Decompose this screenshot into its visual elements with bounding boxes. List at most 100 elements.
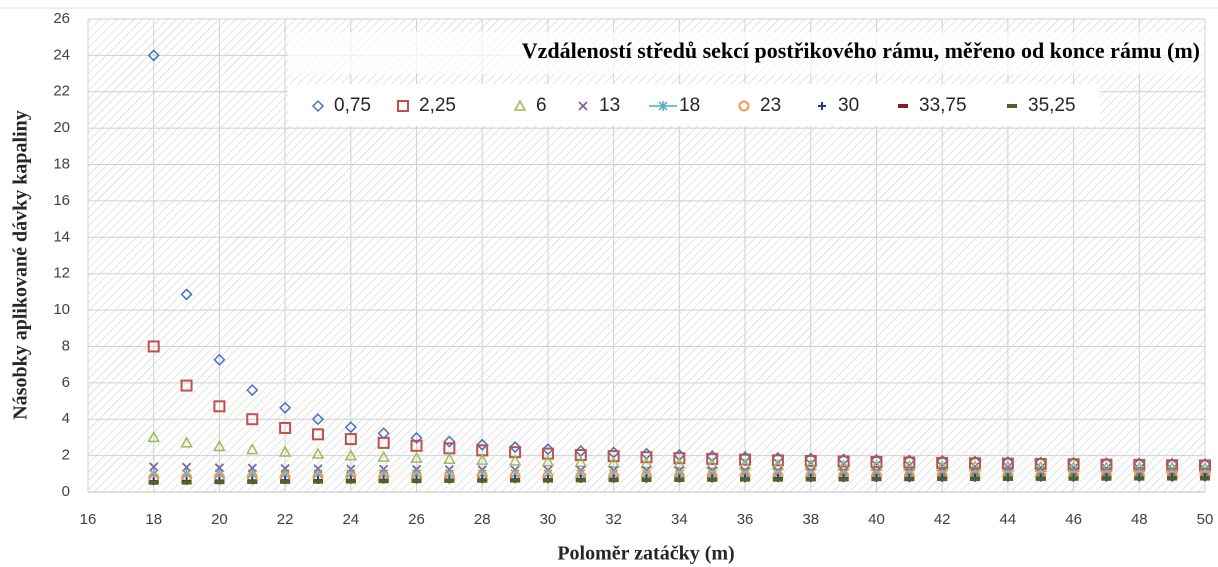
marker [1100,457,1113,470]
marker [180,436,193,448]
marker [658,101,668,111]
marker [181,462,192,472]
marker [214,480,225,485]
legend-label: 30 [838,95,859,116]
marker [805,477,816,482]
marker [706,452,719,465]
marker [378,479,389,484]
marker [804,454,817,467]
x-tick-label: 22 [277,511,294,528]
marker [740,477,751,482]
legend-label: 6 [536,95,547,116]
marker [1002,476,1013,481]
marker [607,456,620,468]
x-tick-label: 48 [1131,511,1148,528]
x-tick-label: 36 [737,511,754,528]
x-tick-label: 32 [605,511,622,528]
y-tick-label: 24 [53,46,70,63]
marker [541,447,554,460]
marker [246,384,259,397]
legend-label: 0,75 [334,95,371,116]
marker [475,453,489,465]
legend-label: 33,75 [919,95,967,116]
marker [213,439,226,452]
marker [410,431,423,445]
x-tick-label: 46 [1065,511,1082,528]
marker [311,447,325,459]
marker [345,479,356,484]
y-tick-label: 14 [53,228,70,245]
marker [377,450,390,462]
marker [871,477,882,482]
marker [397,100,409,112]
marker [936,456,949,469]
marker [1001,457,1014,470]
y-tick-label: 18 [53,156,70,173]
marker [898,104,908,108]
x-axis-title: Poloměr zatáčky (m) [557,543,734,565]
marker [508,454,522,466]
y-tick-label: 12 [53,265,70,282]
marker [578,101,588,111]
marker [707,477,718,482]
marker [444,478,455,483]
marker [904,477,915,482]
y-tick-label: 16 [53,192,70,209]
marker [180,288,193,301]
marker [477,478,488,483]
marker [280,479,291,484]
marker [818,102,826,110]
marker [1001,456,1014,469]
y-tick-label: 26 [53,10,70,27]
marker [738,100,750,112]
x-tick-label: 26 [408,511,425,528]
marker [772,477,783,482]
x-tick-label: 40 [868,511,885,528]
marker [246,413,259,426]
marker [311,428,324,441]
marker [476,438,489,451]
marker [147,49,160,62]
y-tick-label: 0 [62,483,70,500]
marker [673,457,686,469]
marker [311,413,325,426]
x-tick-label: 16 [80,511,97,528]
marker [410,451,423,463]
y-axis-title: Násobky aplikované dávky kapaliny [10,110,32,420]
y-tick-label: 10 [53,301,70,318]
marker [1167,476,1178,481]
x-tick-label: 28 [474,511,491,528]
marker [510,478,521,483]
marker [608,478,619,483]
x-tick-label: 42 [934,511,951,528]
x-tick-label: 20 [211,511,228,528]
marker [148,480,159,485]
marker [575,478,586,483]
marker [541,443,555,456]
marker [509,441,522,454]
marker [247,479,258,484]
marker [837,453,850,466]
marker [1068,476,1079,481]
x-tick-label: 34 [671,511,688,528]
marker [574,455,588,468]
marker [837,455,850,468]
marker [838,477,849,482]
x-tick-label: 38 [802,511,819,528]
x-tick-label: 18 [145,511,162,528]
marker [344,449,358,461]
legend-box [288,84,1100,126]
y-tick-label: 22 [53,83,70,100]
marker [673,452,686,465]
marker [1034,456,1047,469]
marker [344,433,357,446]
marker [1067,456,1080,469]
marker [312,479,323,484]
y-tick-label: 6 [62,374,70,391]
marker [738,458,752,470]
marker [541,455,555,467]
marker [279,421,292,434]
top-band [0,0,1218,8]
marker [969,457,982,470]
